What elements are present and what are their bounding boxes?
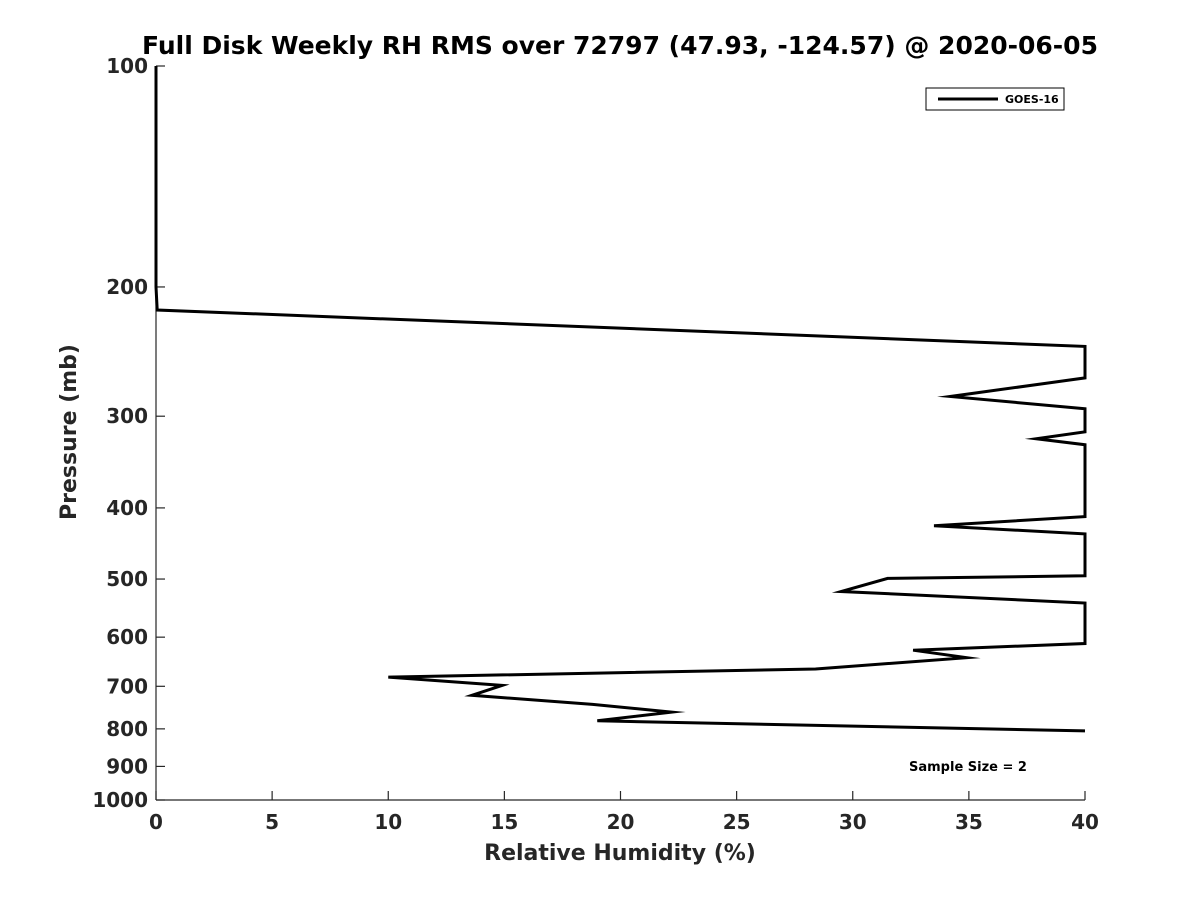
- x-tick-label: 30: [839, 810, 867, 834]
- y-tick-label: 600: [106, 625, 148, 649]
- x-tick-label: 15: [490, 810, 518, 834]
- x-axis-ticks: 0 5 10 15 20 25 30 35 40: [149, 791, 1099, 834]
- y-tick-label: 700: [106, 674, 148, 698]
- x-tick-label: 35: [955, 810, 983, 834]
- x-tick-label: 25: [723, 810, 751, 834]
- legend: GOES-16: [925, 87, 1065, 111]
- y-tick-label: 800: [106, 717, 148, 741]
- y-tick-label: 1000: [92, 788, 148, 812]
- y-tick-label: 100: [106, 54, 148, 78]
- x-tick-label: 5: [265, 810, 279, 834]
- x-tick-label: 0: [149, 810, 163, 834]
- sample-size-annotation: Sample Size = 2: [909, 760, 1027, 775]
- x-tick-label: 10: [374, 810, 402, 834]
- series-line-goes-16: [154, 66, 1087, 733]
- y-tick-label: 500: [106, 567, 148, 591]
- legend-label-goes-16: GOES-16: [1005, 93, 1059, 106]
- y-tick-label: 900: [106, 754, 148, 778]
- x-tick-label: 20: [607, 810, 635, 834]
- y-tick-label: 200: [106, 275, 148, 299]
- series-group: [154, 66, 1087, 733]
- y-axis-label: Pressure (mb): [57, 344, 82, 520]
- x-axis-label: Relative Humidity (%): [484, 841, 756, 866]
- y-tick-label: 400: [106, 496, 148, 520]
- chart-title: Full Disk Weekly RH RMS over 72797 (47.9…: [142, 31, 1098, 60]
- y-axis-ticks: 100 200 300 400 500 600 700 800 900 1000: [92, 54, 165, 812]
- x-tick-label: 40: [1071, 810, 1099, 834]
- y-tick-label: 300: [106, 404, 148, 428]
